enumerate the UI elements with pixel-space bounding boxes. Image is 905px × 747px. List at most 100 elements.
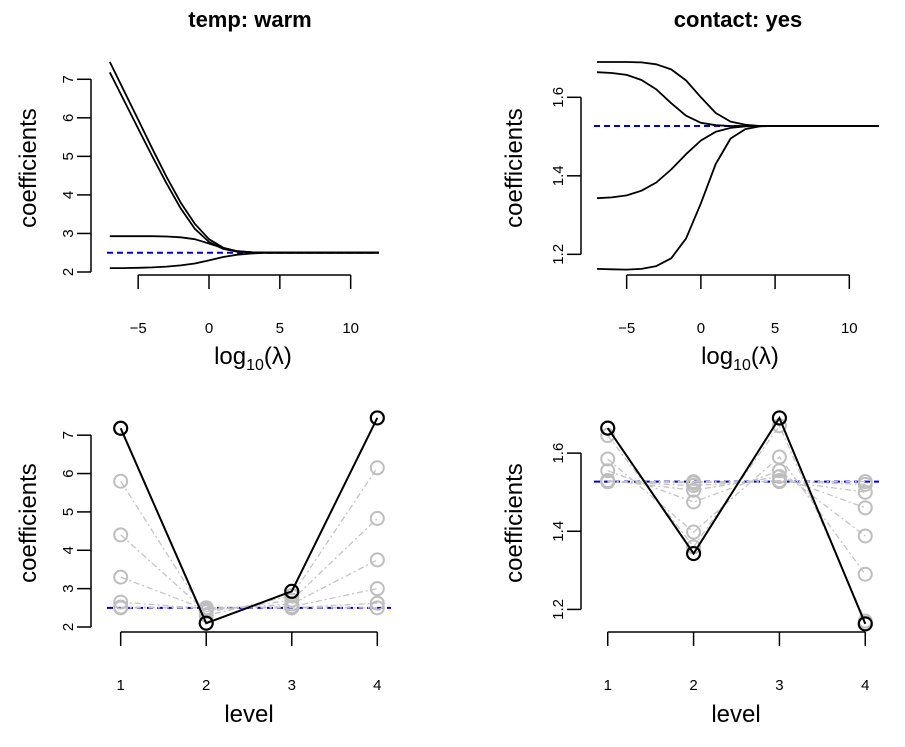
x-axis-label: log10(λ) (214, 343, 292, 374)
profile-point-grey (600, 451, 616, 467)
x-tick-label: 5 (276, 320, 284, 337)
x-axis-label-subscript: 10 (246, 357, 264, 374)
y-tick-label: 7 (60, 75, 77, 83)
x-axis: 1 2 3 4 (604, 631, 869, 694)
profile-point-grey (857, 528, 873, 544)
x-axis-label: level (711, 701, 760, 728)
panel-title: temp: warm (188, 7, 311, 32)
y-tick-label: 2 (60, 623, 77, 631)
y-tick-label: 1.4 (550, 521, 567, 542)
plot-area (594, 61, 879, 271)
profile-line-grey (120, 559, 378, 611)
y-tick-label: 4 (60, 191, 77, 199)
profile-point-grey (113, 473, 129, 489)
x-axis-label-base: log (701, 343, 733, 370)
y-tick-label: 2 (60, 268, 77, 276)
x-tick-label: 3 (288, 677, 296, 694)
panel-contact-yes-levels: coefficients level 1 2 3 4 1.2 1.4 1.6 (501, 410, 879, 728)
profile-point-grey (113, 594, 129, 610)
x-tick-label: 2 (689, 677, 697, 694)
profile-point-grey (857, 500, 873, 516)
y-axis: 2 3 4 5 6 7 (60, 75, 92, 276)
y-axis-label: coefficients (15, 108, 42, 228)
profile-point-grey (284, 600, 300, 616)
y-tick-label: 1.2 (550, 599, 567, 620)
profile-point-grey (600, 463, 616, 479)
x-tick-label: 0 (697, 320, 705, 337)
profile-point-grey (369, 595, 385, 611)
y-tick-label: 4 (60, 546, 77, 554)
profile-point-grey (369, 600, 385, 616)
profile-point-grey (369, 552, 385, 568)
x-tick-label: 0 (205, 320, 213, 337)
y-axis: 2 3 4 5 6 7 (60, 431, 92, 631)
x-axis-label: log10(λ) (701, 343, 779, 374)
x-tick-label: 1 (117, 677, 125, 694)
series-line (596, 125, 879, 200)
y-tick-label: 7 (60, 431, 77, 439)
profile-point-grey (686, 494, 702, 510)
x-tick-label: 5 (771, 320, 779, 337)
x-axis-label-argument: (λ) (751, 343, 779, 370)
panel-title: contact: yes (674, 7, 802, 32)
profile-point-grey (857, 474, 873, 490)
series-line (597, 61, 879, 127)
series-line (596, 71, 879, 127)
series-line (109, 251, 379, 269)
y-tick-label: 1.4 (550, 165, 567, 186)
profile-line-grey (607, 469, 866, 537)
y-axis: 1.2 1.4 1.6 (550, 443, 582, 620)
profile-point-grey (857, 484, 873, 500)
series-line (108, 61, 379, 254)
y-tick-label: 5 (60, 508, 77, 516)
y-axis: 1.2 1.4 1.6 (550, 87, 582, 265)
x-axis-label-base: log (214, 343, 246, 370)
y-axis-label: coefficients (501, 108, 528, 228)
x-axis-label-subscript: 10 (733, 357, 751, 374)
profile-point-grey (686, 474, 702, 490)
plot-area (594, 410, 879, 632)
y-axis-label: coefficients (501, 463, 528, 583)
profile-point-black (369, 410, 385, 426)
x-tick-label: 10 (841, 320, 858, 337)
profile-point-black (113, 420, 129, 436)
profile-line-black (119, 417, 379, 625)
x-axis-label-argument: (λ) (264, 343, 292, 370)
profile-point-grey (284, 592, 300, 608)
series-line (108, 71, 379, 254)
y-tick-label: 3 (60, 229, 77, 237)
x-tick-label: −5 (130, 320, 147, 337)
profile-point-grey (113, 600, 129, 616)
profile-point-black (857, 616, 873, 632)
profile-line-grey (607, 456, 866, 575)
profile-line-grey (120, 467, 378, 617)
profile-line-grey (120, 517, 378, 613)
x-tick-label: 4 (373, 677, 381, 694)
x-tick-label: 2 (202, 677, 210, 694)
profile-point-grey (686, 524, 702, 540)
x-axis-label: level (224, 701, 273, 728)
profile-point-grey (369, 460, 385, 476)
x-axis: 1 2 3 4 (117, 631, 381, 694)
y-tick-label: 1.6 (550, 443, 567, 464)
x-axis: −5 0 5 10 (618, 274, 858, 337)
profile-point-grey (113, 569, 129, 585)
profile-line-grey (607, 479, 866, 493)
plot-area (107, 410, 391, 631)
x-tick-label: 4 (861, 677, 869, 694)
profile-point-black (771, 410, 788, 426)
x-tick-label: −5 (618, 320, 635, 337)
y-tick-label: 1.2 (550, 244, 567, 265)
profile-point-black (198, 615, 214, 631)
x-axis: −5 0 5 10 (130, 274, 359, 337)
y-tick-label: 6 (60, 114, 77, 122)
profile-point-grey (771, 474, 787, 490)
series-line (596, 125, 879, 271)
y-tick-label: 5 (60, 152, 77, 160)
series-line (109, 235, 379, 254)
profile-line-black (606, 415, 867, 625)
profile-point-grey (771, 469, 787, 485)
profile-point-grey (113, 527, 129, 543)
y-tick-label: 3 (60, 584, 77, 592)
